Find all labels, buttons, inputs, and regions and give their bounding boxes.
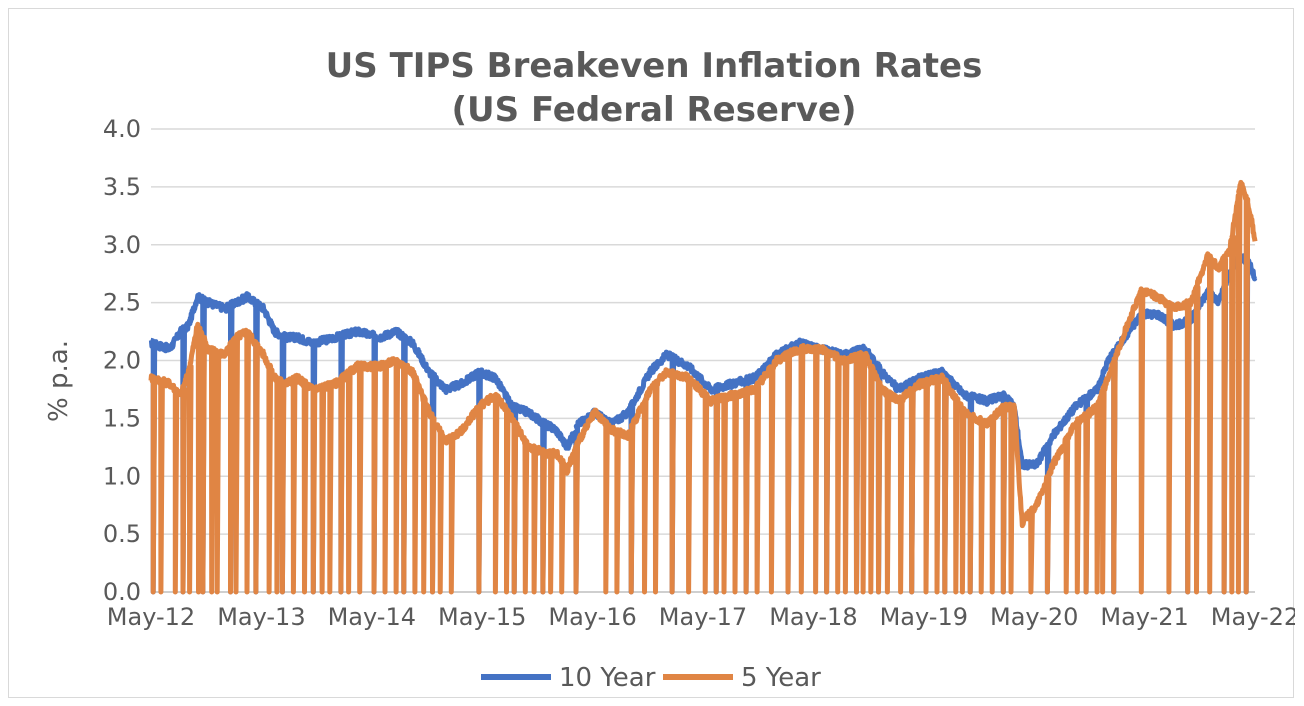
- series-lines: [148, 179, 1258, 595]
- y-tick-label: 1.5: [103, 404, 141, 432]
- x-tick-label: May-15: [438, 603, 526, 631]
- x-tick-label: May-18: [769, 603, 857, 631]
- y-tick-label: 0.5: [103, 520, 141, 548]
- gridlines: [151, 128, 1255, 593]
- y-tick-label: 3.0: [103, 231, 141, 259]
- y-tick-label: 3.5: [103, 173, 141, 201]
- y-axis-title: % p.a.: [44, 340, 74, 422]
- x-tick-label: May-21: [1100, 603, 1188, 631]
- x-tick-label: May-19: [880, 603, 968, 631]
- chart-area: US TIPS Breakeven Inflation Rates (US Fe…: [8, 8, 1295, 698]
- x-tick-label: May-14: [328, 603, 416, 631]
- series-line-10-year: [148, 253, 1258, 595]
- x-tick-label: May-12: [107, 603, 195, 631]
- chart-svg: US TIPS Breakeven Inflation Rates (US Fe…: [44, 46, 1295, 693]
- legend-label-5-year: 5 Year: [741, 663, 821, 693]
- series-line-5-year: [148, 179, 1258, 595]
- legend: 10 Year 5 Year: [481, 663, 821, 693]
- y-tick-labels: 0.0 0.5 1.0 1.5 2.0 2.5 3.0 3.5 4.0: [103, 115, 141, 606]
- legend-label-10-year: 10 Year: [559, 663, 656, 693]
- chart-subtitle: (US Federal Reserve): [451, 90, 856, 130]
- x-tick-labels: May-12 May-13 May-14 May-15 May-16 May-17 May-…: [107, 603, 1295, 631]
- y-tick-label: 1.0: [103, 462, 141, 490]
- x-tick-label: May-17: [659, 603, 747, 631]
- x-tick-label: May-22: [1211, 603, 1295, 631]
- chart-title: US TIPS Breakeven Inflation Rates: [326, 46, 983, 86]
- y-tick-label: 2.0: [103, 347, 141, 375]
- x-tick-label: May-13: [217, 603, 305, 631]
- y-tick-label: 0.0: [103, 578, 141, 606]
- x-tick-label: May-20: [990, 603, 1078, 631]
- x-tick-label: May-16: [548, 603, 636, 631]
- y-tick-label: 4.0: [103, 115, 141, 143]
- y-tick-label: 2.5: [103, 289, 141, 317]
